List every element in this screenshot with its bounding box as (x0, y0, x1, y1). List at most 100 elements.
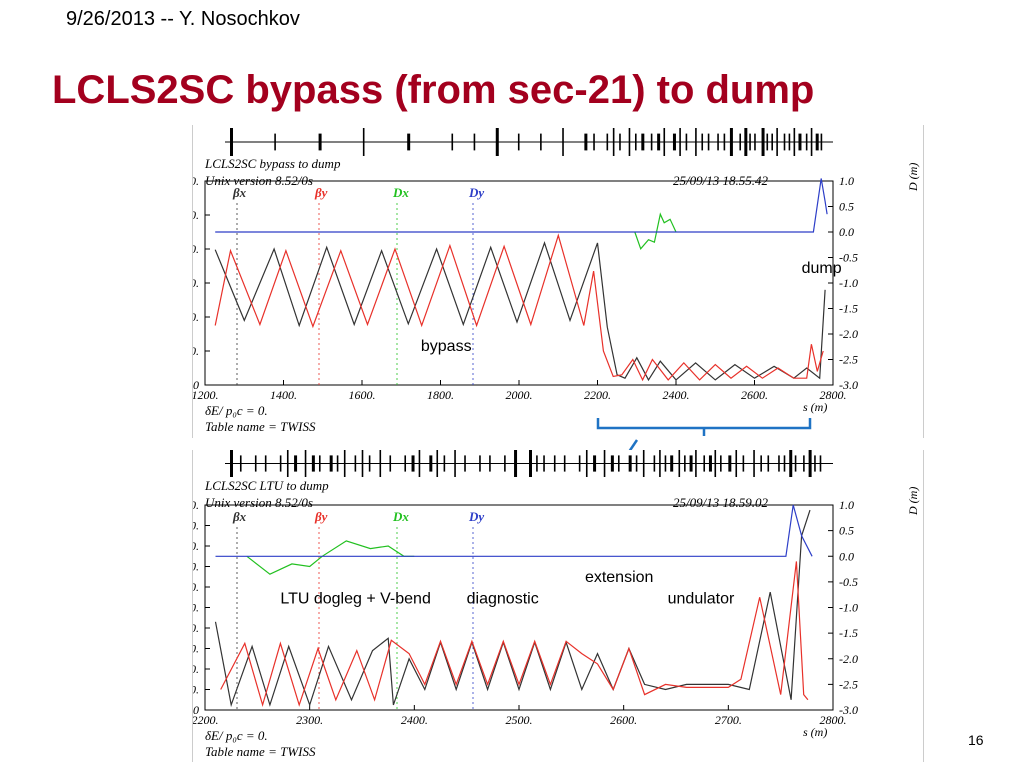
y-tick-label-right: -2.5 (839, 353, 858, 367)
lattice-element (783, 455, 786, 472)
y-tick-label-left: 0.0 (193, 378, 199, 392)
lattice-element (753, 450, 755, 477)
y-tick-label-right: 0.5 (839, 524, 854, 538)
lattice-element (543, 455, 545, 472)
lattice-element (714, 450, 717, 477)
lattice-element (336, 455, 339, 472)
x-tick-label: 1800. (427, 388, 454, 402)
lattice-element (318, 455, 321, 472)
series-line-d-y (215, 178, 828, 233)
legend-label: Dy (468, 185, 484, 200)
lattice-element (663, 128, 666, 156)
lattice-element (318, 133, 322, 151)
lattice-element (304, 450, 307, 477)
y-tick-label-left: 400. (193, 242, 199, 256)
page-number: 16 (968, 732, 984, 748)
x-tick-label: 2300. (296, 713, 323, 727)
y-tick-label-left: 600. (193, 174, 199, 188)
y-tick-label-left: 160. (193, 539, 199, 553)
x-tick-label: 1400. (270, 388, 297, 402)
lattice-element (729, 128, 733, 156)
x-tick-label: 1600. (349, 388, 376, 402)
lattice-element (436, 450, 439, 477)
lattice-element (603, 450, 606, 477)
lattice-element (695, 128, 697, 156)
lattice-element (771, 133, 773, 151)
lattice-element (744, 128, 748, 156)
legend-label: Dy (468, 509, 484, 524)
lattice-element (254, 455, 257, 472)
y-tick-label-right: -1.5 (839, 302, 858, 316)
lattice-element (634, 133, 637, 151)
y-tick-label-right: 0.0 (839, 225, 854, 239)
lattice-element (814, 455, 816, 472)
y-tick-label-left: 100. (193, 344, 199, 358)
y-tick-label-left: 0.0 (193, 703, 199, 717)
y-tick-label-right: 1.0 (839, 498, 854, 512)
lattice-element (606, 133, 609, 151)
lattice-element (473, 133, 476, 151)
lattice-element (798, 133, 802, 151)
lattice-element (274, 133, 276, 151)
lattice-strip (225, 450, 833, 477)
panel-footer1: δE/ p₀c = 0. (205, 728, 268, 743)
lattice-element (311, 455, 315, 472)
lattice-element (529, 450, 532, 477)
lattice-element (536, 455, 538, 472)
series-line-beta-x (214, 509, 811, 708)
lattice-element (819, 455, 822, 472)
x-tick-label: 2800. (820, 388, 847, 402)
lattice-element (343, 450, 346, 477)
lattice-element (803, 455, 805, 472)
lattice-element (760, 455, 762, 472)
lattice-element (788, 133, 791, 151)
x-tick-label: 2800. (820, 713, 847, 727)
lattice-element (389, 455, 392, 472)
x-tick-label: 2700. (715, 713, 742, 727)
lattice-element (742, 455, 745, 472)
lattice-element (443, 455, 446, 472)
lattice-element (361, 450, 364, 477)
lattice-element (703, 455, 706, 472)
lattice-element (279, 455, 282, 472)
lattice-element (407, 133, 411, 151)
y-tick-label-left: 200. (193, 498, 199, 512)
lattice-element (728, 455, 732, 472)
lattice-element (794, 455, 797, 472)
chart-panel-ltu: LCLS2SC LTU to dump Unix version 8.52/0s 2… (192, 450, 924, 762)
series-line-beta-y (220, 561, 809, 708)
lattice-element (735, 450, 738, 477)
lattice-element (418, 450, 421, 477)
series-line-beta-y (214, 233, 824, 382)
lattice-element (659, 450, 661, 477)
lattice-element (286, 450, 289, 477)
y-tick-label-left: 80. (193, 621, 199, 635)
lattice-element (720, 455, 722, 472)
panel-footer1: δE/ p₀c = 0. (205, 403, 268, 418)
lattice-element (411, 455, 415, 472)
lattice-element (701, 133, 704, 151)
lattice-element (578, 455, 581, 472)
x-tick-label: 2400. (663, 388, 690, 402)
lattice-element (717, 133, 719, 151)
series-line-d-y (215, 504, 813, 557)
lattice-element (610, 455, 614, 472)
lattice-element (766, 133, 769, 151)
lattice-element (805, 133, 808, 151)
y-tick-label-left: 180. (193, 519, 199, 533)
lattice-element (514, 450, 518, 477)
plot-frame (204, 180, 834, 386)
panel-footer2: Table name = TWISS (205, 744, 316, 759)
x-tick-label: 2600. (741, 388, 768, 402)
lattice-element (517, 133, 520, 151)
lattice-element (653, 455, 656, 472)
lattice-element (678, 450, 681, 477)
lattice-element (641, 133, 645, 151)
lattice-element (619, 133, 621, 151)
slide-title: LCLS2SC bypass (from sec-21) to dump (52, 68, 815, 112)
lattice-element (264, 455, 267, 472)
legend-label: Dx (392, 509, 409, 524)
y-axis-label-right: D (m) (906, 487, 920, 516)
lattice-element (672, 133, 676, 151)
